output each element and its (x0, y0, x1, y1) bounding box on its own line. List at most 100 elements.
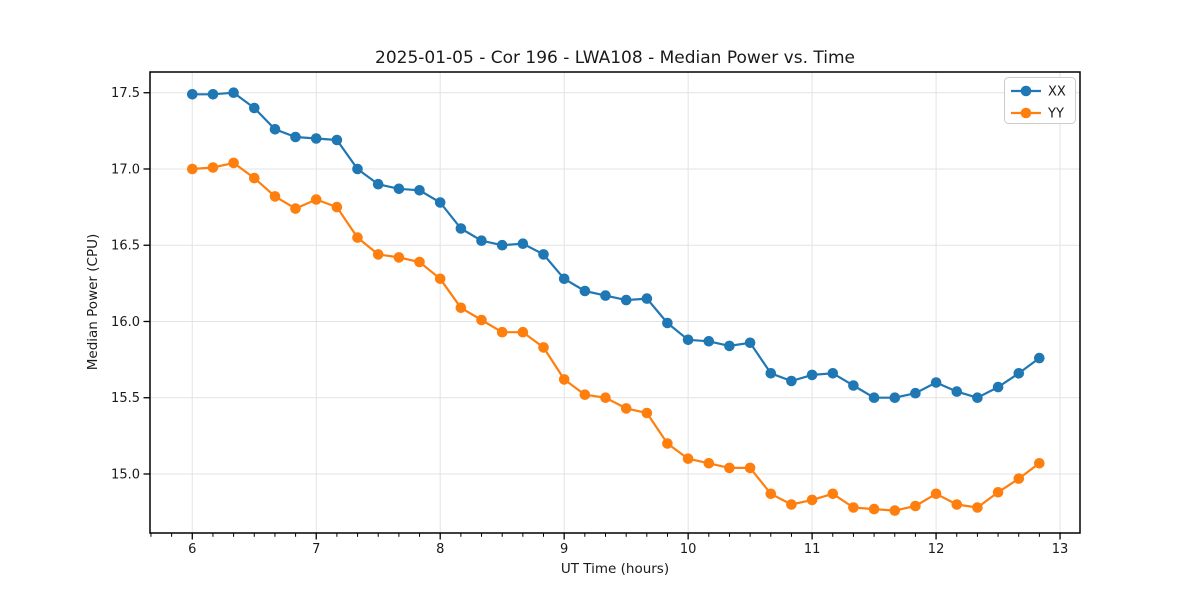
data-point-yy (662, 438, 673, 449)
data-point-xx (806, 369, 818, 381)
chart-title: 2025-01-05 - Cor 196 - LWA108 - Median P… (375, 48, 855, 68)
data-point-xx (434, 197, 446, 208)
data-point-yy (434, 273, 446, 285)
data-point-yy (331, 201, 343, 213)
data-point-yy (496, 326, 508, 338)
data-point-xx (827, 368, 839, 379)
data-point-xx (372, 178, 384, 190)
data-point-xx (579, 285, 591, 297)
x-tick-label: 8 (436, 542, 444, 557)
data-point-xx (765, 368, 777, 379)
y-tick-label: 16.5 (111, 239, 140, 254)
data-point-xx (620, 294, 632, 306)
data-point-yy (187, 163, 198, 175)
data-point-xx (249, 102, 260, 114)
series-layer (187, 87, 1045, 516)
data-point-yy (310, 194, 322, 205)
x-tick-label: 12 (928, 542, 945, 557)
data-point-yy (827, 488, 839, 500)
data-point-yy (786, 499, 797, 510)
data-point-xx (848, 380, 859, 391)
data-point-yy (269, 191, 281, 202)
data-point-xx (703, 336, 715, 347)
data-point-xx (455, 223, 467, 234)
data-point-yy (476, 314, 487, 326)
data-point-yy (372, 249, 384, 260)
data-point-xx (992, 381, 1004, 393)
axes-frame (149, 71, 1081, 534)
data-point-xx (496, 239, 508, 251)
y-tick-label: 15.0 (111, 467, 140, 482)
data-point-xx (868, 392, 880, 404)
data-point-xx (600, 290, 611, 301)
x-tick-label: 7 (312, 542, 320, 557)
y-tick-label: 17.5 (111, 86, 140, 101)
data-point-xx (228, 87, 239, 98)
data-point-xx (310, 133, 322, 144)
data-point-yy (889, 505, 901, 516)
data-point-yy (641, 407, 653, 419)
data-point-yy (352, 232, 363, 243)
y-tick-label: 17.0 (111, 162, 140, 177)
data-point-yy (682, 453, 694, 465)
data-point-yy (600, 392, 611, 404)
data-point-xx (951, 386, 963, 397)
data-point-xx (393, 183, 405, 195)
legend-label-xx: XX (1048, 85, 1066, 100)
x-tick-label: 11 (804, 542, 821, 557)
data-point-xx (290, 131, 301, 143)
data-point-xx (558, 273, 570, 285)
data-point-xx (476, 235, 487, 246)
data-point-xx (538, 249, 549, 260)
legend-marker-xx (1020, 85, 1032, 97)
data-point-xx (414, 185, 425, 196)
data-point-yy (414, 256, 425, 268)
data-point-xx (641, 293, 653, 304)
tick-label-layer: 6 7 8 9 10 11 12 13 15.0 15.5 16.0 16.5 17.0 17.5 (111, 86, 1068, 557)
data-point-xx (1034, 352, 1045, 364)
data-point-xx (517, 238, 529, 249)
data-point-yy (724, 462, 735, 474)
data-point-xx (331, 134, 343, 146)
data-point-yy (744, 462, 756, 474)
data-point-yy (290, 203, 301, 214)
legend-item-xx[interactable]: XX (1011, 85, 1066, 100)
data-point-yy (455, 302, 467, 314)
y-axis-label: Median Power (CPU) (85, 234, 101, 370)
data-point-yy (703, 458, 715, 469)
x-tick-label: 10 (680, 542, 697, 557)
data-point-yy (393, 252, 405, 263)
data-point-xx (972, 392, 983, 404)
data-point-yy (1013, 473, 1025, 484)
data-point-yy (765, 488, 777, 500)
x-axis-label: UT Time (hours) (561, 561, 669, 577)
data-point-xx (786, 375, 797, 387)
data-point-xx (724, 340, 735, 352)
data-point-yy (972, 502, 983, 513)
data-point-xx (889, 392, 901, 404)
data-point-xx (207, 89, 219, 100)
data-point-yy (620, 403, 632, 414)
x-tick-label: 9 (560, 542, 568, 557)
legend: XX YY (1004, 77, 1076, 124)
data-point-xx (269, 124, 281, 135)
data-point-xx (682, 334, 694, 346)
legend-item-yy[interactable]: YY (1011, 107, 1064, 122)
data-point-yy (951, 499, 963, 510)
grid-layer (150, 72, 1080, 533)
data-point-xx (930, 377, 942, 388)
data-point-yy (207, 162, 219, 173)
data-point-yy (868, 503, 880, 515)
legend-marker-yy (1020, 107, 1032, 119)
x-tick-label: 13 (1052, 542, 1069, 557)
data-point-yy (517, 326, 529, 338)
data-point-yy (910, 500, 921, 512)
data-point-yy (992, 487, 1004, 498)
data-point-yy (1034, 458, 1045, 469)
series-line-yy (191, 161, 1041, 512)
data-point-yy (558, 374, 570, 385)
legend-label-yy: YY (1047, 107, 1064, 122)
data-point-yy (538, 342, 549, 353)
